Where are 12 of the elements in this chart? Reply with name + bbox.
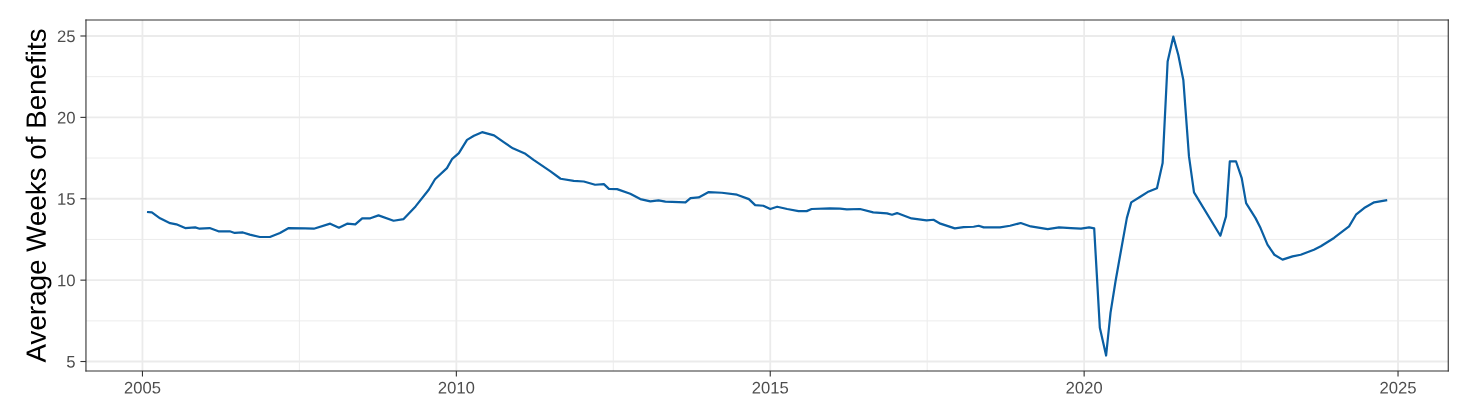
x-tick-label: 2005 xyxy=(124,381,161,394)
x-tick-label: 2025 xyxy=(1380,381,1416,394)
line-series xyxy=(147,35,1388,357)
y-axis-title: Average Weeks of Benefits xyxy=(25,29,52,363)
x-tick-label: 2010 xyxy=(438,381,475,394)
y-tick-label: 10 xyxy=(58,274,75,287)
y-tick-label: 20 xyxy=(57,111,75,124)
y-tick-label: 25 xyxy=(57,30,75,43)
x-tick-label: 2020 xyxy=(1066,381,1103,394)
y-tick-label: 5 xyxy=(66,356,75,368)
y-tick-label: 15 xyxy=(58,193,75,205)
x-tick-label: 2015 xyxy=(752,381,789,394)
